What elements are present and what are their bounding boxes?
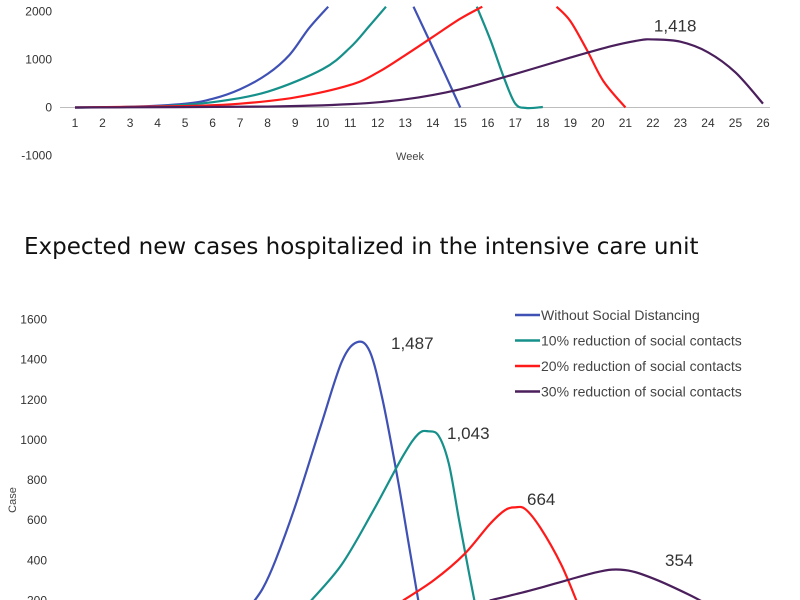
x-tick-label: 22	[646, 116, 660, 130]
peak-label: 354	[665, 551, 693, 570]
series-line	[74, 5, 483, 109]
series-line	[74, 5, 330, 109]
legend: Without Social Distancing 10% reduction o…	[515, 307, 742, 400]
x-tick-label: 9	[292, 116, 299, 130]
x-tick-label: 10	[316, 116, 330, 130]
x-tick-label: 5	[182, 116, 189, 130]
x-tick-label: 25	[729, 116, 743, 130]
bottom-series-group	[253, 340, 702, 600]
x-tick-label: 11	[344, 116, 357, 130]
x-tick-label: 24	[701, 116, 715, 130]
y-tick-label: 600	[27, 513, 47, 527]
x-tick-label: 12	[371, 116, 385, 130]
x-tick-label: 13	[399, 116, 413, 130]
y-tick-label: 1600	[20, 313, 47, 327]
y-axis-title: Case	[7, 487, 19, 513]
series-line	[412, 6, 462, 108]
y-tick-label: 200	[27, 594, 47, 600]
x-tick-label: 23	[674, 116, 688, 130]
series-line	[475, 6, 543, 110]
peak-label: 1,418	[654, 16, 697, 35]
x-axis-title: Week	[396, 151, 424, 163]
bottom-chart: 1600 1400 1200 1000 800 600 400 200 Case 1,487 1,0…	[7, 307, 742, 600]
series-line	[489, 568, 702, 600]
x-tick-label: 2	[99, 116, 106, 130]
series-line	[555, 5, 627, 109]
x-tick-label: 26	[756, 116, 770, 130]
series-line	[310, 429, 476, 600]
peak-label: 1,487	[391, 334, 434, 353]
y-tick-label: 1000	[20, 433, 47, 447]
y-tick-label: 1200	[20, 393, 47, 407]
peak-label: 1,043	[447, 424, 490, 443]
legend-entry: 30% reduction of social contacts	[541, 384, 742, 400]
x-tick-label: 18	[536, 116, 550, 130]
legend-entry: Without Social Distancing	[541, 307, 700, 323]
y-tick-label: 1400	[20, 353, 47, 367]
x-tick-label: 3	[127, 116, 134, 130]
series-line	[253, 340, 420, 600]
x-tick-label: 15	[454, 116, 468, 130]
y-tick-label: 800	[27, 473, 47, 487]
chart-heading: Expected new cases hospitalized in the i…	[24, 234, 699, 260]
legend-entry: 10% reduction of social contacts	[541, 333, 742, 349]
x-tick-label: 19	[564, 116, 578, 130]
y-tick-label: 400	[27, 553, 47, 567]
y-tick-label: -1000	[21, 149, 52, 163]
x-tick-label: 4	[154, 116, 161, 130]
series-line	[402, 505, 578, 600]
x-tick-label: 20	[591, 116, 605, 130]
x-tick-label: 14	[426, 116, 440, 130]
y-tick-label: 0	[45, 101, 52, 115]
y-tick-label: 1000	[25, 53, 52, 67]
x-tick-label: 21	[619, 116, 633, 130]
x-tick-label: 17	[509, 116, 523, 130]
y-tick-label: 2000	[25, 5, 52, 19]
x-tick-label: 6	[209, 116, 216, 130]
x-tick-label: 8	[264, 116, 271, 130]
legend-entry: 20% reduction of social contacts	[541, 358, 742, 374]
top-series-group	[74, 5, 764, 110]
series-line	[74, 38, 764, 109]
x-tick-label: 16	[481, 116, 495, 130]
x-tick-label: 7	[237, 116, 244, 130]
peak-label: 664	[527, 490, 555, 509]
x-tick-label: 1	[72, 116, 79, 130]
